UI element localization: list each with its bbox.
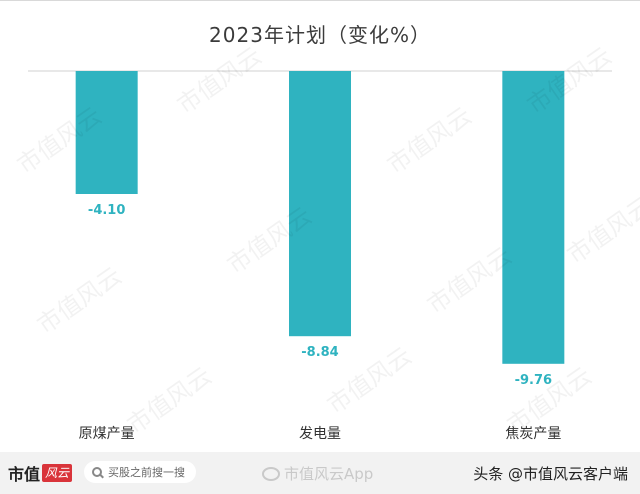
search-placeholder: 买股之前搜一搜 [108, 466, 185, 479]
footer-bar: 市值 风云 买股之前搜一搜 市值风云App 头条 @市值风云客户端 [0, 452, 640, 494]
bar-2 [289, 71, 351, 337]
data-label-2: -8.84 [301, 345, 338, 360]
weibo-icon [262, 466, 280, 481]
brand-logo[interactable]: 市值 风云 [8, 462, 73, 484]
data-label-1: -4.10 [88, 203, 125, 218]
data-label-3: -9.76 [515, 373, 552, 388]
search-box[interactable]: 买股之前搜一搜 [84, 461, 196, 483]
brand-text: 市值 [8, 465, 41, 484]
source-credit: 头条 @市值风云客户端 [473, 465, 628, 483]
category-label-3: 焦炭产量 [505, 426, 561, 442]
brand-mark: 风云 [42, 464, 73, 482]
search-icon [92, 467, 102, 477]
weibo-text: 市值风云App [284, 465, 374, 483]
chart-card: 2023年计划（变化%） -4.10 原煤产量 -8.84 发电量 -9.76 焦炭产量 … [0, 0, 640, 442]
category-label-2: 发电量 [299, 426, 341, 442]
category-label-1: 原煤产量 [79, 426, 135, 442]
bar-1 [75, 71, 138, 194]
bar-3 [502, 71, 565, 364]
chart-title: 2023年计划（变化%） [209, 23, 431, 47]
bar-chart: -4.10 原煤产量 -8.84 发电量 -9.76 焦炭产量 [28, 70, 612, 442]
weibo-watermark: 市值风云App [262, 463, 373, 484]
